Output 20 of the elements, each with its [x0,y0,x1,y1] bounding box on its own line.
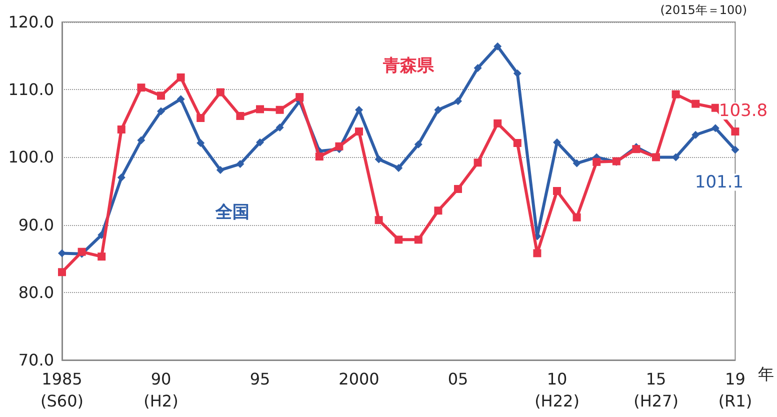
data-label: 101.1 [694,172,744,192]
text: (2015年＝100) [660,3,748,17]
y-tick-label: 70.0 [18,350,54,370]
x-tick-label: 10 (H22) [534,370,580,410]
y-tick-label: 100.0 [8,148,54,167]
x-tick-label: 95 [250,370,270,388]
series-label: 全国 [214,202,250,223]
x-tick-label: 90 (H2) [144,370,178,410]
y-tick-label: 90.0 [18,215,54,234]
x-axis-title: 年 [758,364,774,384]
text: 青森県 [382,56,436,76]
x-tick-label: 15 (H27) [634,370,678,410]
data-label: 103.8 [718,101,768,122]
x-tick-label: 05 [448,370,468,388]
x-tick-label: 2000 [338,370,380,388]
x-tick-label: 19 (R1) [718,370,752,410]
x-tick-label: 1985 (S60) [40,370,84,410]
y-tick-label: 120.0 [8,12,54,32]
y-tick-label: 80.0 [18,282,54,302]
y-tick-label: 110.0 [8,80,54,100]
